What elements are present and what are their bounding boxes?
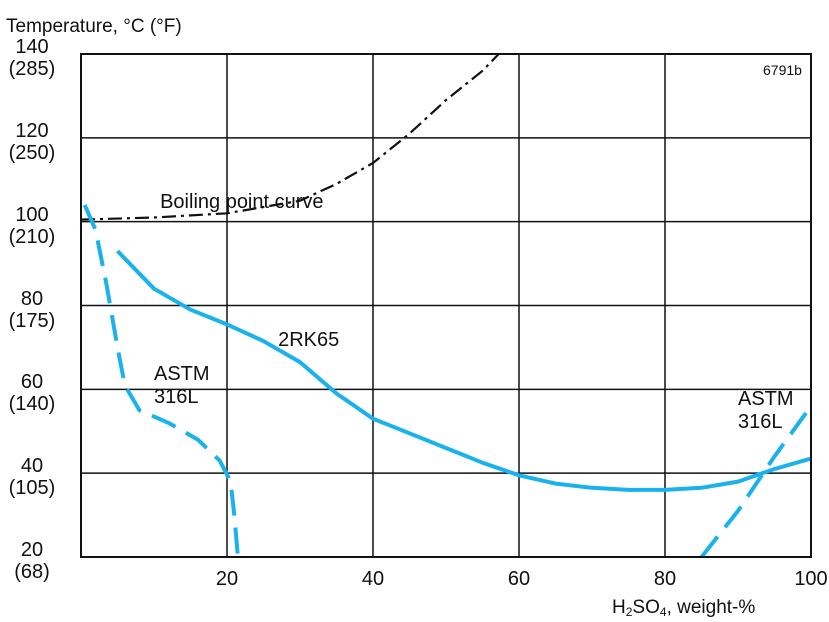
- series-line-4-astm-316l-high-concentration: [699, 404, 811, 557]
- x-tick-label-100: 100: [794, 568, 828, 590]
- y-axis-label: Temperature, °C (°F): [6, 16, 182, 37]
- y-tick-label-100: 100 (210): [8, 203, 56, 248]
- y-tick-label-20: 20 (68): [14, 539, 50, 583]
- grid: [81, 54, 811, 557]
- x-axis-label: H2SO4, weight-%: [612, 597, 756, 619]
- series-line-1-boiling-point-curve: [81, 54, 501, 221]
- x-tick-label-40: 40: [361, 568, 385, 590]
- series-line-3-astm-316l-low-concentration: [82, 204, 240, 557]
- annotation-1-boiling-point-curve: Boiling point curve: [160, 191, 324, 214]
- y-tick-label-140: 140 (285): [8, 36, 56, 80]
- annotation-2-2rk65: 2RK65: [278, 329, 340, 352]
- figure-code: 6791b: [763, 62, 802, 78]
- annotation-3-astm-316l: ASTM 316L: [154, 362, 210, 408]
- y-tick-label-60: 60 (140): [8, 371, 56, 416]
- y-tick-label-40: 40 (105): [8, 455, 56, 500]
- plot-frame: [80, 53, 812, 558]
- y-tick-label-120: 120 (250): [8, 119, 56, 164]
- annotation-4-astm-316l: ASTM 316L: [738, 388, 794, 434]
- x-tick-label-60: 60: [507, 568, 531, 590]
- x-tick-label-20: 20: [215, 568, 239, 590]
- x-tick-label-80: 80: [653, 568, 677, 590]
- series-group: [81, 54, 811, 557]
- y-tick-label-80: 80 (175): [8, 287, 56, 332]
- series-line-2-2rk65: [116, 249, 811, 492]
